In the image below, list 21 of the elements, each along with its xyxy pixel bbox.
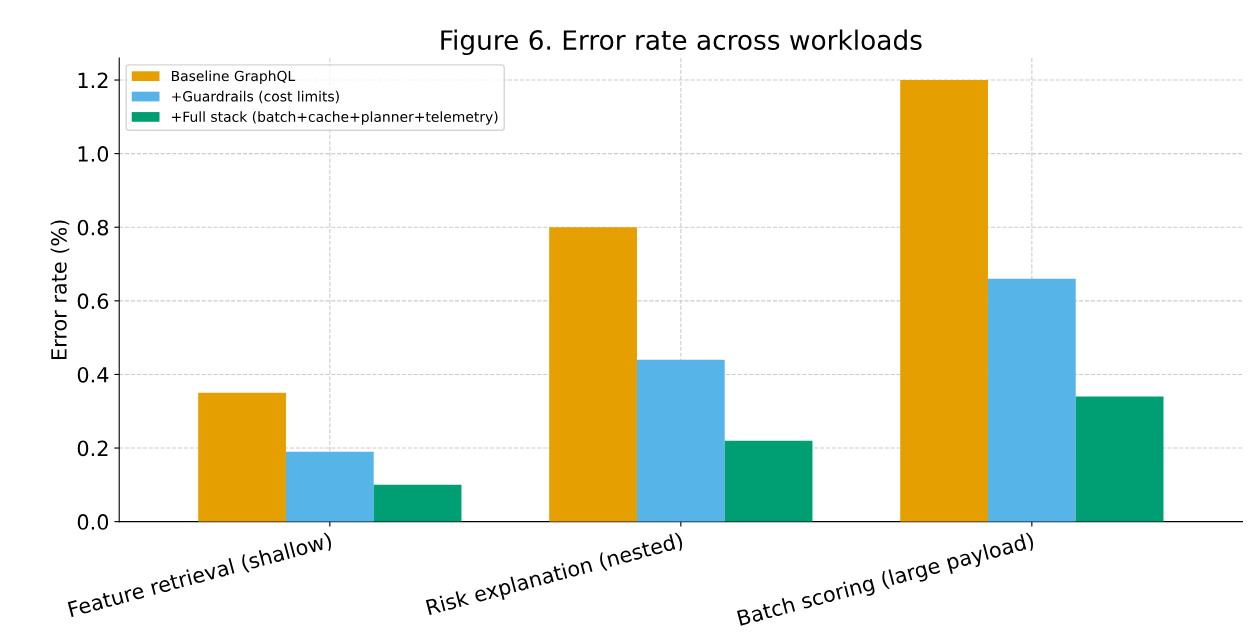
bar [1075,396,1164,522]
y-tick-label: 0.6 [77,293,109,310]
bar [636,359,725,522]
y-tick-label: 0.2 [77,440,108,457]
legend-label: +Guardrails (cost limits) [172,90,339,104]
bar [724,440,813,522]
y-tick-label: 0.8 [77,219,109,236]
bar [549,227,637,522]
bar [285,451,374,522]
legend-label: Baseline GraphQL [171,70,296,84]
chart-title: Figure 6. Error rate across workloads [441,29,922,56]
bar [373,484,462,522]
y-tick-label: 0.4 [77,366,109,383]
y-tick-label: 0.0 [77,514,109,530]
y-tick-label: 1.0 [78,146,109,162]
bar [198,392,286,522]
legend-label: +Full stack (batch+cache+planner+telemetry) [172,111,498,125]
bar [987,278,1076,522]
bar [900,80,988,522]
y-axis-title: Error rate (%) [50,220,70,359]
y-tick-label: 1.2 [78,72,108,88]
